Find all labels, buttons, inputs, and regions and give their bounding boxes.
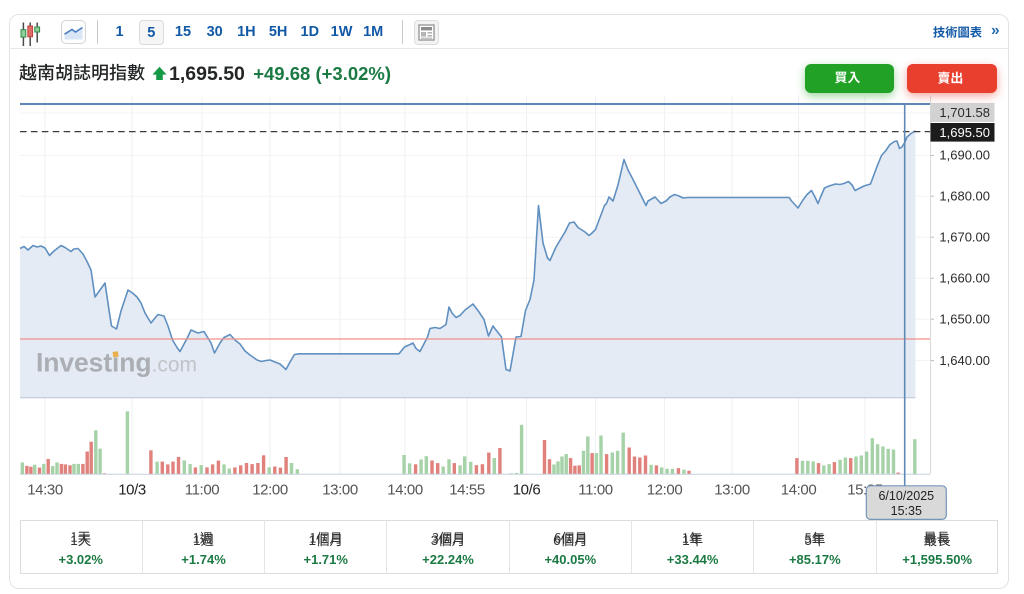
svg-text:11:00: 11:00 [578,482,612,499]
svg-text:1,690.00: 1,690.00 [939,148,990,163]
svg-text:14:00: 14:00 [781,482,817,499]
svg-text:1,680.00: 1,680.00 [939,189,990,204]
svg-text:15:35: 15:35 [891,504,922,518]
svg-text:13:00: 13:00 [322,482,358,499]
svg-text:1,640.00: 1,640.00 [939,353,990,368]
svg-text:1,660.00: 1,660.00 [939,271,990,286]
svg-text:12:00: 12:00 [647,482,683,499]
svg-text:11:00: 11:00 [185,482,219,499]
svg-text:14:00: 14:00 [387,482,423,499]
svg-text:6/10/2025: 6/10/2025 [878,489,934,503]
svg-text:1,670.00: 1,670.00 [939,230,990,245]
svg-text:14:30: 14:30 [27,482,63,499]
svg-text:10/6: 10/6 [513,482,541,499]
svg-text:13:00: 13:00 [714,482,750,499]
svg-text:1,701.58: 1,701.58 [939,105,990,120]
svg-text:14:55: 14:55 [449,482,485,499]
svg-text:.com: .com [152,354,198,377]
svg-text:12:00: 12:00 [252,482,288,499]
svg-text:Investing: Investing [36,348,151,378]
svg-text:10/3: 10/3 [118,482,146,499]
svg-text:1,650.00: 1,650.00 [939,312,990,327]
svg-text:1,695.50: 1,695.50 [939,125,990,140]
